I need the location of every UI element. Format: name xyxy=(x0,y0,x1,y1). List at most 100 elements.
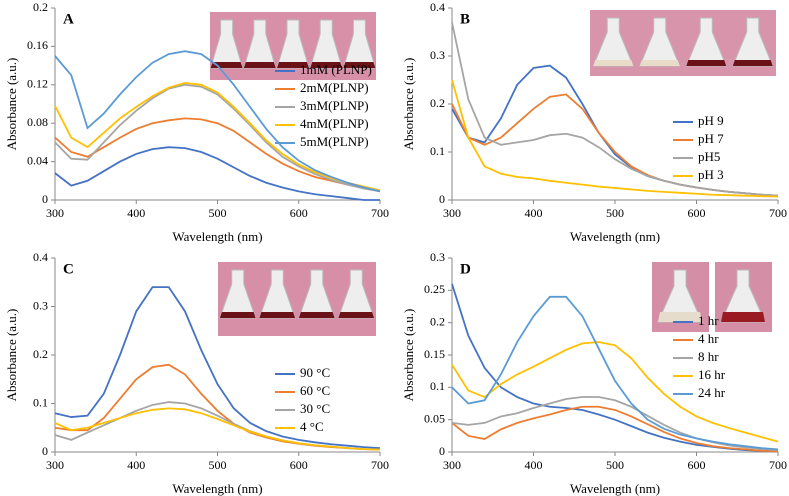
x-tick-label: 400 xyxy=(525,206,543,220)
x-tick-label: 500 xyxy=(606,206,624,220)
legend-label: 30 °C xyxy=(300,401,330,416)
x-tick-label: 400 xyxy=(525,458,543,472)
legend-label: 1mM (PLNP) xyxy=(300,62,372,77)
y-axis-label: Absorbance (a.u.) xyxy=(401,58,416,151)
legend-label: 1 hr xyxy=(698,313,719,328)
legend-label: pH5 xyxy=(698,149,720,164)
y-tick-label: 0.2 xyxy=(33,347,48,361)
legend-label: 16 hr xyxy=(698,367,726,382)
spectrum-line xyxy=(451,22,779,197)
y-tick-label: 0 xyxy=(42,444,48,458)
x-tick-label: 600 xyxy=(688,458,706,472)
x-tick-label: 700 xyxy=(371,206,389,220)
y-tick-label: 0.12 xyxy=(27,77,48,91)
x-tick-label: 600 xyxy=(290,458,308,472)
spectrum-line xyxy=(54,146,380,201)
x-axis-label: Wavelength (nm) xyxy=(570,229,660,244)
x-tick-label: 500 xyxy=(606,458,624,472)
spectrum-line xyxy=(54,407,381,451)
y-tick-label: 0.3 xyxy=(430,48,445,62)
x-tick-label: 400 xyxy=(127,206,145,220)
x-tick-label: 700 xyxy=(371,458,389,472)
x-tick-label: 500 xyxy=(209,206,227,220)
flask-liquid xyxy=(310,62,343,68)
legend-label: 8 hr xyxy=(698,349,719,364)
spectrum-line xyxy=(451,396,779,451)
flask-liquid xyxy=(298,312,335,318)
panel-label: C xyxy=(63,261,74,277)
x-tick-label: 300 xyxy=(443,206,461,220)
legend-label: 90 °C xyxy=(300,365,330,380)
flask-liquid xyxy=(338,312,375,318)
y-axis-label: Absorbance (a.u.) xyxy=(4,309,19,402)
flask-liquid xyxy=(343,62,376,68)
y-tick-label: 0.1 xyxy=(430,379,445,393)
x-axis-label: Wavelength (nm) xyxy=(172,481,262,496)
legend-label: 4 hr xyxy=(698,331,719,346)
y-tick-label: 0.2 xyxy=(33,0,48,14)
legend-label: pH 3 xyxy=(698,167,724,182)
flask xyxy=(219,269,257,319)
flask-liquid xyxy=(277,62,309,68)
x-tick-label: 400 xyxy=(127,458,145,472)
y-tick-label: 0 xyxy=(439,192,445,206)
spectrum-line xyxy=(451,341,779,443)
spectrum-line xyxy=(54,117,381,192)
spectrum-line xyxy=(54,83,381,193)
spectrum-line xyxy=(451,295,779,451)
x-tick-label: 700 xyxy=(769,206,787,220)
y-tick-label: 0.3 xyxy=(430,250,445,264)
legend-label: 4mM(PLNP) xyxy=(300,116,369,131)
flask-liquid xyxy=(219,312,256,318)
y-tick-label: 0.08 xyxy=(27,115,48,129)
flask-liquid xyxy=(658,312,702,322)
y-tick-label: 0.2 xyxy=(430,96,445,110)
y-tick-label: 0.04 xyxy=(27,153,48,167)
legend-label: 3mM(PLNP) xyxy=(300,98,369,113)
flask-liquid xyxy=(639,60,680,66)
y-tick-label: 0.15 xyxy=(424,347,445,361)
y-tick-label: 0.16 xyxy=(27,38,48,52)
y-tick-label: 0.3 xyxy=(33,298,48,312)
spectrum-line xyxy=(54,50,381,193)
legend-label: 60 °C xyxy=(300,383,330,398)
flask-liquid xyxy=(732,60,773,66)
legend-label: pH 7 xyxy=(698,131,724,146)
spectrum-line xyxy=(54,363,381,451)
flask-liquid xyxy=(243,62,276,68)
y-tick-label: 0 xyxy=(42,192,48,206)
legend-label: 5mM(PLNP) xyxy=(300,134,369,149)
y-tick-label: 0.1 xyxy=(430,144,445,158)
y-tick-label: 0.4 xyxy=(430,0,445,14)
flask-liquid xyxy=(259,312,296,318)
legend-label: 2mM(PLNP) xyxy=(300,80,369,95)
y-axis-label: Absorbance (a.u.) xyxy=(401,309,416,402)
x-axis-label: Wavelength (nm) xyxy=(172,229,262,244)
y-tick-label: 0.4 xyxy=(33,250,48,264)
y-tick-label: 0.1 xyxy=(33,395,48,409)
x-tick-label: 700 xyxy=(769,458,787,472)
spectrum-line xyxy=(451,64,779,197)
flask-liquid xyxy=(593,60,634,66)
x-tick-label: 300 xyxy=(46,206,64,220)
x-tick-label: 300 xyxy=(443,458,461,472)
y-tick-label: 0 xyxy=(439,444,445,458)
panel-label: D xyxy=(460,261,471,277)
x-tick-label: 500 xyxy=(209,458,227,472)
legend-label: pH 9 xyxy=(698,113,724,128)
spectrum-line xyxy=(54,81,381,192)
panel-label: A xyxy=(63,11,74,27)
x-tick-label: 300 xyxy=(46,458,64,472)
flask-liquid xyxy=(686,60,727,66)
spectrum-line xyxy=(54,286,381,450)
y-tick-label: 0.25 xyxy=(424,282,445,296)
y-tick-label: 0.2 xyxy=(430,314,445,328)
flask-liquid xyxy=(721,312,765,322)
x-tick-label: 600 xyxy=(290,206,308,220)
legend-label: 24 hr xyxy=(698,385,726,400)
y-tick-label: 0.05 xyxy=(424,411,445,425)
y-axis-label: Absorbance (a.u.) xyxy=(4,58,19,151)
spectrum-line xyxy=(451,79,779,198)
x-axis-label: Wavelength (nm) xyxy=(570,481,660,496)
